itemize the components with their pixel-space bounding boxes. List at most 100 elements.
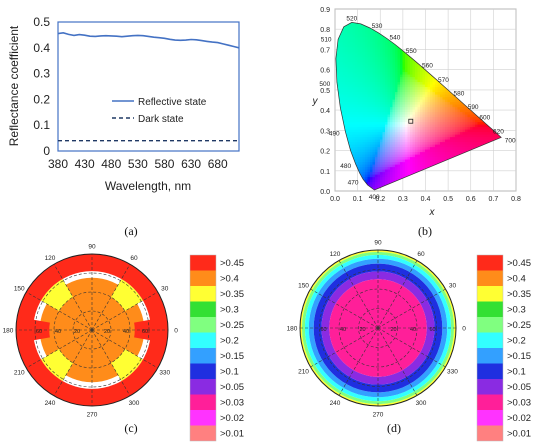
legend-label-gt0.02: >0.02 bbox=[507, 413, 531, 424]
locus-label-580: 580 bbox=[454, 91, 465, 98]
radial-tick-label-mirror: 40 bbox=[340, 327, 346, 333]
angular-grid-line bbox=[310, 288, 379, 329]
legend-label-gt0.05: >0.05 bbox=[220, 382, 244, 393]
angle-label-0: 0 bbox=[462, 326, 466, 333]
legend-swatch-gt0.01 bbox=[477, 425, 503, 441]
angular-grid-line bbox=[377, 260, 418, 329]
radial-tick-label: 60 bbox=[142, 329, 148, 335]
locus-label-540: 540 bbox=[390, 34, 401, 41]
panel-b-chromaticity-diagram: 400 470 480 490 500 510 520 530 540 550 560 570 5805… bbox=[312, 7, 521, 238]
legend-label-gt0.2: >0.2 bbox=[220, 336, 239, 347]
locus-label-480: 480 bbox=[340, 163, 351, 170]
caption-a: (a) bbox=[124, 224, 137, 238]
radial-grid-circle bbox=[319, 269, 437, 387]
legend-swatch-gt0.2 bbox=[477, 332, 503, 348]
legend-label-gt0.03: >0.03 bbox=[507, 398, 531, 409]
legend-swatch-gt0.03 bbox=[190, 394, 216, 410]
panel-b-x-tick-label: 0.1 bbox=[353, 196, 363, 203]
angular-grid-line bbox=[338, 327, 379, 396]
panel-a-y-tick-label: 0.4 bbox=[33, 41, 50, 55]
angle-label-240: 240 bbox=[330, 400, 341, 407]
panel-b-white-point-marker bbox=[408, 118, 414, 124]
panel-a-y-tick-label: 0 bbox=[43, 144, 50, 158]
angle-label-330: 330 bbox=[159, 370, 170, 377]
fill-region-gt0.35 bbox=[40, 349, 73, 382]
radial-tick-label-mirror: 40 bbox=[55, 329, 61, 335]
radial-grid-circle bbox=[338, 288, 418, 368]
angle-label-120: 120 bbox=[330, 251, 341, 258]
angle-label-180: 180 bbox=[287, 326, 298, 333]
legend-label-gt0.1: >0.1 bbox=[220, 367, 239, 378]
angle-label-180: 180 bbox=[3, 328, 14, 335]
panel-a-y-tick-label: 0.1 bbox=[33, 118, 50, 132]
legend-swatch-gt0.3 bbox=[477, 301, 503, 317]
panel-b-y-tick-label: 0.9 bbox=[320, 7, 330, 14]
radial-grid-circle bbox=[358, 308, 398, 348]
angular-grid-line bbox=[53, 329, 93, 396]
legend-label-gt0.45: >0.45 bbox=[220, 258, 244, 269]
panel-b-xlabel: x bbox=[429, 207, 436, 218]
legend-label-gt0.01: >0.01 bbox=[507, 429, 531, 440]
caption-b: (b) bbox=[418, 224, 432, 238]
locus-label-500: 500 bbox=[319, 81, 330, 88]
fill-region-gt0.45 bbox=[15, 316, 50, 344]
panel-a-x-ticks: 380 430 480 530 580 630 680 bbox=[48, 157, 228, 171]
legend-label-gt0.1: >0.1 bbox=[507, 367, 526, 378]
spectral-locus-outline bbox=[335, 22, 502, 191]
panel-b-y-tick-label: 0.4 bbox=[320, 108, 330, 115]
panel-b-y-ticks: 0.0 0.1 0.2 0.3 0.4 0.5 0.6 0.7 0.8 0.9 bbox=[320, 7, 330, 196]
fill-region-gt0.35 bbox=[111, 349, 144, 382]
radial-grid-circle bbox=[72, 310, 112, 350]
angular-grid-line bbox=[338, 260, 379, 329]
locus-label-560: 560 bbox=[422, 63, 433, 70]
legend-swatch-gt0.45 bbox=[190, 255, 216, 271]
panel-c-angle-labels: 0 30 60 90 120 150 180 210 240 270 300 330 bbox=[3, 244, 179, 419]
caption-d: (d) bbox=[387, 421, 401, 435]
legend-swatch-gt0.25 bbox=[477, 317, 503, 333]
angle-label-60: 60 bbox=[417, 251, 425, 258]
angle-label-150: 150 bbox=[14, 286, 25, 293]
legend-swatch-gt0.05 bbox=[477, 379, 503, 395]
panel-a-ylabel: Reflectance coefficient bbox=[7, 25, 21, 146]
angle-label-150: 150 bbox=[298, 283, 309, 290]
angle-label-210: 210 bbox=[298, 369, 309, 376]
angle-label-120: 120 bbox=[45, 255, 56, 262]
panel-c-legend: >0.45 >0.4 >0.35 >0.3 >0.25 >0.2 >0.15 >0.1 >0.0… bbox=[189, 254, 244, 442]
angular-grid-line bbox=[26, 291, 93, 331]
angle-label-270: 270 bbox=[87, 412, 98, 419]
legend-border bbox=[476, 254, 504, 442]
angular-grid-line bbox=[26, 329, 93, 369]
angle-label-30: 30 bbox=[161, 286, 169, 293]
angle-label-300: 300 bbox=[129, 400, 140, 407]
angular-grid-line bbox=[53, 264, 93, 331]
panel-b-y-tick-label: 0.8 bbox=[320, 27, 330, 34]
legend-label-gt0.05: >0.05 bbox=[507, 382, 531, 393]
legend-label-gt0.02: >0.02 bbox=[220, 413, 244, 424]
caption-c: (c) bbox=[124, 421, 137, 435]
radial-tick-label-mirror: 60 bbox=[320, 327, 326, 333]
panel-d-angle-labels: 0 30 60 90 120 150 180 210 240 270 300 330 bbox=[287, 240, 467, 419]
legend-label-gt0.2: >0.2 bbox=[507, 336, 526, 347]
legend-swatch-gt0.01 bbox=[190, 425, 216, 441]
series-line-reflective-state bbox=[58, 31, 239, 49]
angular-grid-line bbox=[91, 329, 131, 396]
angle-label-300: 300 bbox=[416, 400, 427, 407]
legend-label-gt0.4: >0.4 bbox=[507, 274, 526, 285]
locus-label-620: 620 bbox=[493, 129, 504, 136]
panel-b-x-tick-label: 0.7 bbox=[489, 196, 499, 203]
legend-label-gt0.01: >0.01 bbox=[220, 429, 244, 440]
locus-label-570: 570 bbox=[438, 77, 449, 84]
legend-swatch-gt0.3 bbox=[190, 301, 216, 317]
panel-a-legend: Reflective state Dark state bbox=[112, 97, 207, 125]
panel-a-line-chart: 0 0.1 0.2 0.3 0.4 0.5 380 430 480 530 580 630 680 W… bbox=[7, 15, 240, 238]
legend-swatch-gt0.25 bbox=[190, 317, 216, 333]
radial-tick-label-mirror: 20 bbox=[359, 327, 365, 333]
panel-a-x-tick-label: 680 bbox=[208, 157, 228, 171]
panel-b-y-tick-label: 0.7 bbox=[320, 47, 330, 54]
angular-grid-line bbox=[377, 327, 418, 396]
panel-a-xlabel: Wavelength, nm bbox=[105, 179, 191, 193]
legend-swatch-gt0.02 bbox=[477, 410, 503, 426]
fill-region-gt0.35 bbox=[40, 278, 73, 311]
legend-swatch-gt0.35 bbox=[190, 286, 216, 302]
